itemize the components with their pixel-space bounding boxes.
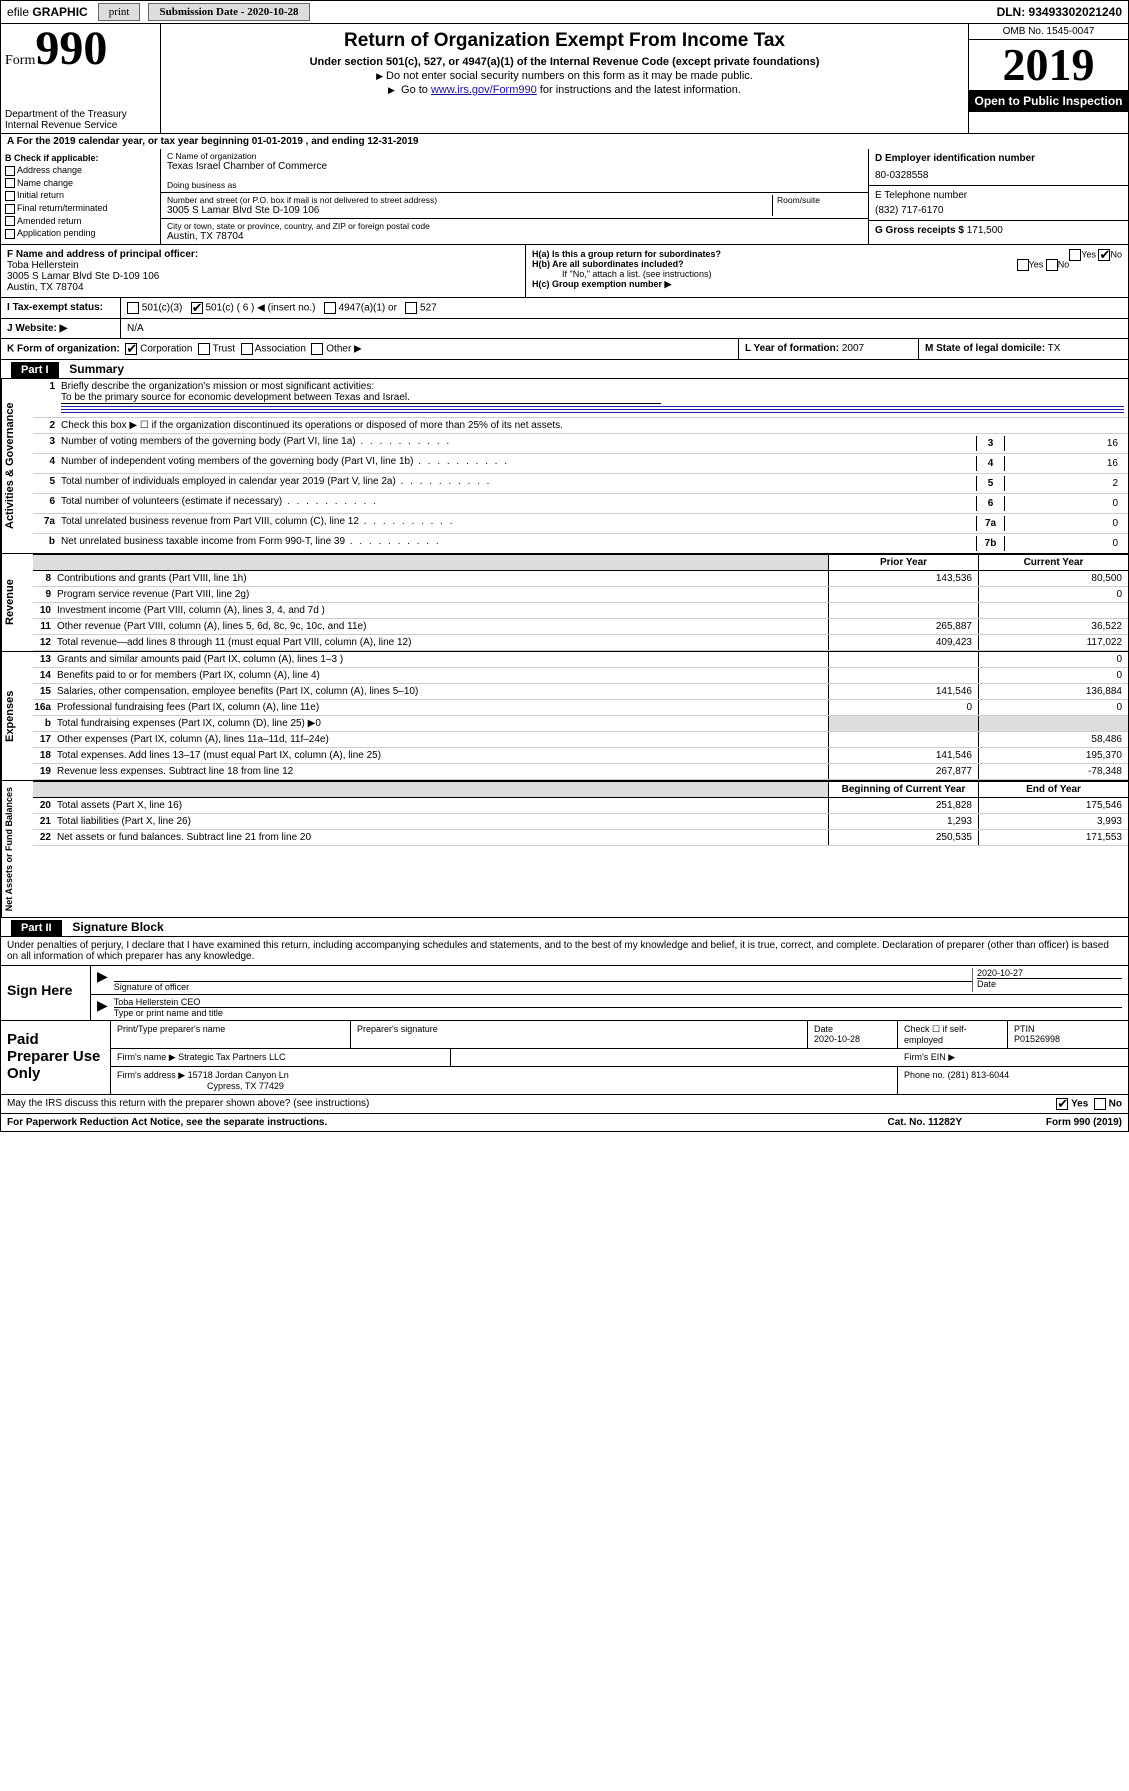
val-line7b: 0 bbox=[1004, 536, 1124, 551]
form-footer: Form 990 (2019) bbox=[968, 1114, 1128, 1131]
entity-info: B Check if applicable: Address change Na… bbox=[0, 149, 1129, 245]
dln: DLN: 93493302021240 bbox=[991, 3, 1128, 21]
tab-revenue: Revenue bbox=[1, 554, 33, 651]
officer-name-title: Toba Hellerstein CEO bbox=[114, 997, 1122, 1008]
footer: For Paperwork Reduction Act Notice, see … bbox=[0, 1114, 1129, 1132]
year-formation: 2007 bbox=[842, 343, 864, 354]
omb-number: OMB No. 1545-0047 bbox=[969, 24, 1128, 40]
paid-preparer-label: Paid Preparer Use Only bbox=[1, 1021, 111, 1094]
mission-text: To be the primary source for economic de… bbox=[61, 392, 661, 404]
telephone: (832) 717-6170 bbox=[875, 205, 1122, 216]
box-f: F Name and address of principal officer:… bbox=[1, 245, 526, 297]
form-number: 990 bbox=[35, 22, 107, 75]
fin-line-11: 11Other revenue (Part VIII, column (A), … bbox=[33, 619, 1128, 635]
org-name: Texas Israel Chamber of Commerce bbox=[167, 161, 862, 172]
signature-section: Sign Here ▶ Signature of officer 2020-10… bbox=[0, 966, 1129, 1021]
firm-name: Strategic Tax Partners LLC bbox=[178, 1052, 285, 1062]
fin-line-12: 12Total revenue—add lines 8 through 11 (… bbox=[33, 635, 1128, 651]
domicile-state: TX bbox=[1048, 343, 1061, 354]
fin-line-20: 20Total assets (Part X, line 16)251,8281… bbox=[33, 798, 1128, 814]
fin-line-22: 22Net assets or fund balances. Subtract … bbox=[33, 830, 1128, 846]
fin-line-10: 10Investment income (Part VIII, column (… bbox=[33, 603, 1128, 619]
discuss-yes-checkbox bbox=[1056, 1098, 1068, 1110]
officer-name: Toba Hellerstein bbox=[7, 260, 519, 271]
fin-line-8: 8Contributions and grants (Part VIII, li… bbox=[33, 571, 1128, 587]
box-d: D Employer identification number 80-0328… bbox=[868, 149, 1128, 244]
org-address: 3005 S Lamar Blvd Ste D-109 106 bbox=[167, 205, 772, 216]
val-line5: 2 bbox=[1004, 476, 1124, 491]
discuss-row: May the IRS discuss this return with the… bbox=[0, 1095, 1129, 1114]
note-ssn: Do not enter social security numbers on … bbox=[171, 70, 958, 82]
ptin: P01526998 bbox=[1014, 1034, 1060, 1044]
irs-link[interactable]: www.irs.gov/Form990 bbox=[431, 84, 537, 96]
website-row: J Website: ▶ N/A bbox=[0, 319, 1129, 339]
fin-line-17: 17Other expenses (Part IX, column (A), l… bbox=[33, 732, 1128, 748]
form-title: Return of Organization Exempt From Incom… bbox=[171, 30, 958, 52]
section-net-assets: Net Assets or Fund Balances Beginning of… bbox=[0, 781, 1129, 918]
efile-label: efile GRAPHIC bbox=[1, 3, 94, 21]
fin-line-18: 18Total expenses. Add lines 13–17 (must … bbox=[33, 748, 1128, 764]
fin-line-15: 15Salaries, other compensation, employee… bbox=[33, 684, 1128, 700]
val-line6: 0 bbox=[1004, 496, 1124, 511]
sign-here-label: Sign Here bbox=[1, 966, 91, 1020]
val-line7a: 0 bbox=[1004, 516, 1124, 531]
501c6-checkbox bbox=[191, 302, 203, 314]
perjury-statement: Under penalties of perjury, I declare th… bbox=[0, 937, 1129, 966]
tax-exempt-row: I Tax-exempt status: 501(c)(3) 501(c) ( … bbox=[0, 298, 1129, 319]
fin-line-16a: 16aProfessional fundraising fees (Part I… bbox=[33, 700, 1128, 716]
form-subtitle: Under section 501(c), 527, or 4947(a)(1)… bbox=[171, 56, 958, 68]
section-revenue: Revenue Prior YearCurrent Year 8Contribu… bbox=[0, 554, 1129, 652]
tab-governance: Activities & Governance bbox=[1, 379, 33, 553]
preparer-section: Paid Preparer Use Only Print/Type prepar… bbox=[0, 1021, 1129, 1095]
firm-address-2: Cypress, TX 77429 bbox=[117, 1081, 284, 1091]
tax-year: 2019 bbox=[969, 40, 1128, 90]
section-expenses: Expenses 13Grants and similar amounts pa… bbox=[0, 652, 1129, 781]
firm-phone: (281) 813-6044 bbox=[948, 1070, 1010, 1080]
preparer-date: 2020-10-28 bbox=[814, 1034, 860, 1044]
form-label: Form bbox=[5, 53, 35, 68]
submission-date-button[interactable]: Submission Date - 2020-10-28 bbox=[148, 3, 309, 21]
print-button[interactable]: print bbox=[98, 3, 141, 21]
officer-group-row: F Name and address of principal officer:… bbox=[0, 245, 1129, 298]
tax-year-range: A For the 2019 calendar year, or tax yea… bbox=[0, 134, 1129, 149]
box-h: H(a) Is this a group return for subordin… bbox=[526, 245, 1128, 297]
corporation-checkbox bbox=[125, 343, 137, 355]
catalog-number: Cat. No. 11282Y bbox=[882, 1114, 968, 1131]
klm-row: K Form of organization: Corporation Trus… bbox=[0, 339, 1129, 360]
fin-line-21: 21Total liabilities (Part X, line 26)1,2… bbox=[33, 814, 1128, 830]
val-line4: 16 bbox=[1004, 456, 1124, 471]
arrow-icon: ▶ bbox=[97, 968, 108, 992]
val-line3: 16 bbox=[1004, 436, 1124, 451]
topbar: efile GRAPHIC print Submission Date - 20… bbox=[0, 0, 1129, 24]
gross-receipts: 171,500 bbox=[967, 225, 1003, 236]
box-c: C Name of organization Texas Israel Cham… bbox=[161, 149, 868, 244]
form-header: Form990 Department of the Treasury Inter… bbox=[0, 24, 1129, 134]
note-link: Go to www.irs.gov/Form990 for instructio… bbox=[171, 84, 958, 96]
firm-address-1: 15718 Jordan Canyon Ln bbox=[188, 1070, 289, 1080]
ha-no-checkbox bbox=[1098, 249, 1110, 261]
fin-line-14: 14Benefits paid to or for members (Part … bbox=[33, 668, 1128, 684]
fin-line-b: bTotal fundraising expenses (Part IX, co… bbox=[33, 716, 1128, 732]
box-b: B Check if applicable: Address change Na… bbox=[1, 149, 161, 244]
org-city: Austin, TX 78704 bbox=[167, 231, 862, 242]
officer-sign-date: 2020-10-27 bbox=[977, 968, 1122, 979]
arrow-icon: ▶ bbox=[97, 997, 108, 1018]
fin-line-9: 9Program service revenue (Part VIII, lin… bbox=[33, 587, 1128, 603]
website-value: N/A bbox=[121, 319, 1128, 338]
fin-line-13: 13Grants and similar amounts paid (Part … bbox=[33, 652, 1128, 668]
department: Department of the Treasury Internal Reve… bbox=[5, 109, 156, 131]
tab-expenses: Expenses bbox=[1, 652, 33, 780]
open-to-public: Open to Public Inspection bbox=[969, 90, 1128, 112]
part-ii-header: Part II Signature Block bbox=[0, 918, 1129, 937]
ein: 80-0328558 bbox=[875, 170, 1122, 181]
fin-line-19: 19Revenue less expenses. Subtract line 1… bbox=[33, 764, 1128, 780]
part-i-header: Part I Summary bbox=[0, 360, 1129, 379]
section-governance: Activities & Governance 1 Briefly descri… bbox=[0, 379, 1129, 554]
tab-net-assets: Net Assets or Fund Balances bbox=[1, 781, 33, 917]
